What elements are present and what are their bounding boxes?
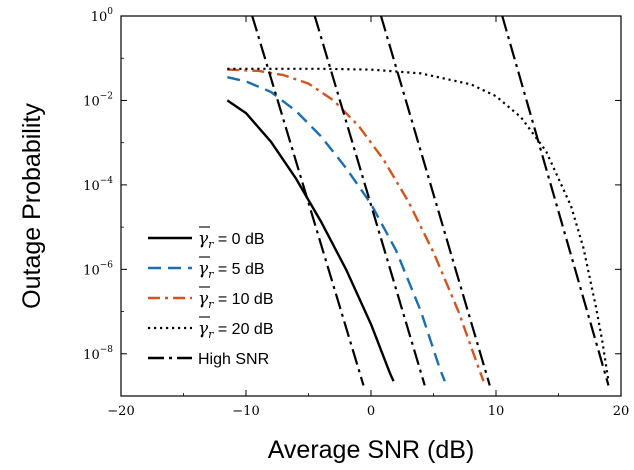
series-layer [226,67,610,382]
y-tick-label: 10−8 [83,345,113,363]
high-snr-asymptote-3 [501,16,610,386]
plot-frame [120,15,622,397]
legend-label-0: γr = 0 dB [198,229,265,251]
y-tick-label: 100 [91,7,114,25]
y-tick-label: 10−6 [83,260,113,278]
x-tick-label: 10 [488,404,505,419]
series-line-2 [227,68,485,382]
legend-label-1: γr = 5 dB [198,259,265,281]
y-tick-label: 10−2 [83,91,113,109]
legend-label-3: γr = 20 dB [198,319,273,341]
series-line-0 [226,99,395,382]
y-tick-label: 10−4 [83,176,113,194]
high-snr-asymptote-0 [251,16,365,386]
x-tick-label: −20 [107,404,134,419]
x-axis-label: Average SNR (dB) [268,436,475,464]
series-line-3 [227,67,610,382]
x-tick-label: −10 [232,404,259,419]
tick-layer: −20 −10 0 10 20 100 10−2 10−4 10−6 10−8 [83,7,629,419]
high-snr-asymptote-2 [379,16,491,386]
legend-label-4: High SNR [198,351,269,368]
asymptote-layer [251,16,610,386]
legend-label-2: γr = 10 dB [198,289,273,311]
y-axis-label: Outage Probability [18,103,46,309]
x-tick-label: 0 [367,404,375,419]
legend: γr = 0 dB γr = 5 dB γr = 10 dB γr = 20 dB Hi… [148,226,273,368]
x-tick-label: 20 [613,404,630,419]
high-snr-asymptote-1 [313,16,426,386]
